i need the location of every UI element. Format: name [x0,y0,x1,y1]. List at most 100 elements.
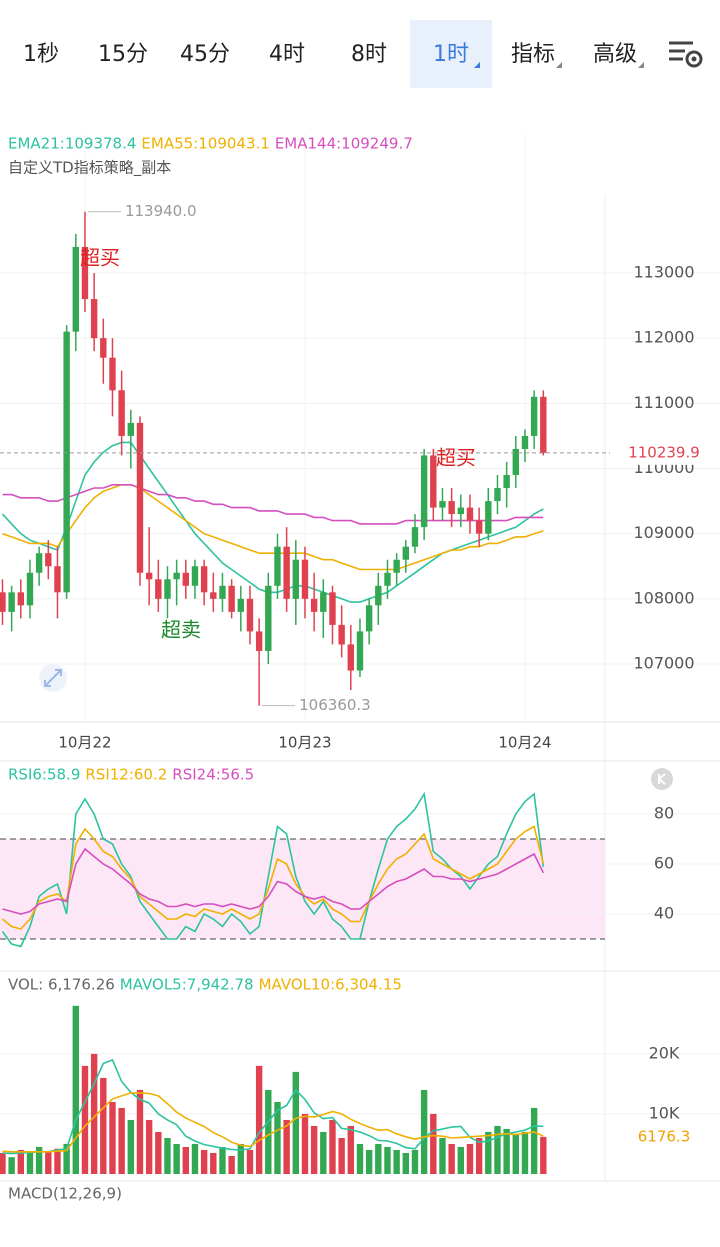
candle-body [237,598,245,612]
legend-entry: MAVOL10:6,304.15 [259,976,402,994]
expand-icon[interactable] [39,664,67,692]
period-tab[interactable]: 高级 [592,42,637,67]
last-price-tag [612,440,720,465]
volume-bar [145,1119,153,1174]
y-tick-label: 109000 [633,523,694,542]
legend-entry: MAVOL5:7,942.78 [120,976,254,994]
volume-bar [100,1077,107,1174]
y-tick-label: 60 [654,854,674,873]
period-tab[interactable]: 4时 [269,42,305,67]
candle-body [191,566,199,586]
volume-bar [118,1107,125,1174]
candle-body [26,572,34,606]
indicator-line [2,1092,544,1153]
candle-body [45,553,52,567]
indicator-line [1,825,545,930]
candle-body [347,644,355,671]
volume-bar [494,1125,501,1174]
candle-body [63,331,70,593]
volume-bar [384,1146,391,1174]
candle-body [320,592,327,612]
candle-body [228,585,235,612]
volume-bar [283,1119,290,1174]
candle-body [246,598,254,632]
signal-label: 超买 [80,246,120,270]
volume-tag [612,1124,720,1149]
candle-body [8,592,15,612]
candle-body [255,631,263,651]
volume-bar [72,1005,80,1174]
candle-body [136,422,144,573]
candle-body [540,396,547,453]
candle-body [338,624,345,645]
volume-bar [301,1113,309,1174]
candle-body [182,572,190,586]
candle-body [439,501,446,508]
candle-body [356,631,364,671]
candle-body [90,299,98,339]
candle-body [274,546,281,586]
dropdown-indicator [556,62,562,68]
volume-bar [457,1146,465,1174]
period-tab[interactable]: 8时 [351,42,387,67]
volume-bar [8,1157,15,1174]
candle-body [145,572,153,580]
candle-body [485,501,492,534]
dropdown-indicator [474,62,480,68]
candle-body [127,422,135,436]
volume-bar [255,1065,263,1174]
volume-bar [90,1053,98,1174]
volume-bar [540,1136,547,1174]
period-tab[interactable]: 指标 [510,42,555,67]
indicator-line [2,484,544,571]
indicator-name: 自定义TD指标策略_副本 [8,159,171,178]
settings-icon[interactable] [667,38,707,78]
volume-bar [365,1149,373,1174]
candle-body [457,507,465,515]
volume-bar [200,1149,208,1174]
period-tab[interactable]: 45分 [180,42,230,67]
extreme-label: 113940.0 [125,202,197,220]
volume-bar [81,1065,89,1174]
legend-entry: EMA55:109043.1 [141,135,269,153]
collapse-icon[interactable] [651,768,673,790]
candle-body [283,546,290,599]
indicator-line [2,1058,544,1155]
volume-bar [274,1101,281,1174]
volume-bar [393,1149,400,1174]
chart: 1070001080001090001100001110001120001130… [0,134,720,1203]
indicator-line [2,484,544,525]
volume-bar [521,1131,529,1174]
volume-bar [475,1137,483,1174]
x-tick-label: 10月23 [278,734,331,752]
volume-bar [310,1125,318,1174]
candle-body [17,592,25,606]
candle-body [81,246,89,300]
volume-bar [219,1146,226,1174]
volume-bar [0,1152,6,1174]
volume-bar [136,1089,144,1174]
candle-body [72,246,80,332]
volume-bar [109,1101,116,1174]
candle-body [109,357,116,391]
volume-bar [265,1089,272,1174]
candle-body [411,527,419,547]
candle-body [155,579,162,599]
volume-bar [430,1113,437,1174]
x-tick-label: 10月22 [58,734,111,752]
period-toolbar: 1秒 15分 45分 4时 8时 1时 指标 高级 [0,0,720,88]
app-screen: 1秒 15分 45分 4时 8时 1时 指标 高级 107000 108000 109000 110… [0,0,720,1203]
x-tick-label: 10月24 [498,734,551,752]
volume-bar [347,1125,355,1174]
candle-body [54,566,61,593]
candle-body [219,585,226,599]
volume-bar [155,1131,162,1174]
period-tab[interactable]: 1时 [410,20,492,88]
candle-body [448,501,455,515]
y-tick-label: 80 [654,804,674,823]
volume-bar [210,1152,217,1174]
volume-bar [439,1137,446,1174]
period-tab[interactable]: 15分 [98,42,148,67]
candle-body [530,396,538,436]
period-tab[interactable]: 1秒 [23,42,59,67]
